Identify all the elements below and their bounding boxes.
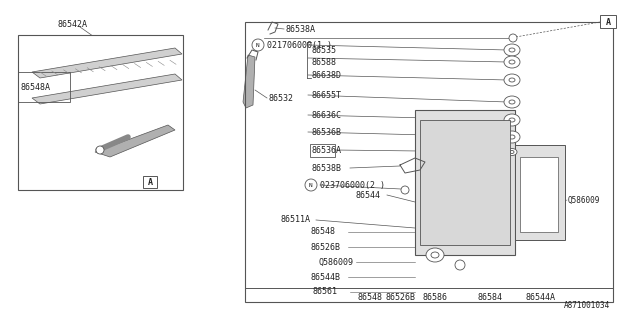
Ellipse shape bbox=[504, 74, 520, 86]
Bar bbox=[18, 35, 183, 190]
Text: 86532: 86532 bbox=[268, 93, 293, 102]
Circle shape bbox=[455, 260, 465, 270]
Text: 86544A: 86544A bbox=[525, 293, 555, 302]
Circle shape bbox=[252, 39, 264, 51]
Text: 86638D: 86638D bbox=[311, 70, 341, 79]
Text: 86548: 86548 bbox=[310, 228, 335, 236]
Ellipse shape bbox=[509, 135, 515, 139]
Text: N: N bbox=[255, 43, 259, 47]
Text: Q586009: Q586009 bbox=[318, 258, 353, 267]
Text: 86526B: 86526B bbox=[310, 243, 340, 252]
Text: 86511A: 86511A bbox=[280, 215, 310, 225]
Text: 86584: 86584 bbox=[477, 293, 502, 302]
Bar bbox=[415, 110, 515, 255]
Polygon shape bbox=[32, 74, 182, 104]
Circle shape bbox=[96, 146, 104, 154]
Text: Q586009: Q586009 bbox=[568, 196, 600, 204]
Circle shape bbox=[509, 34, 517, 42]
Bar bbox=[600, 15, 616, 28]
Bar bbox=[143, 176, 157, 188]
Bar bbox=[517, 145, 535, 158]
Ellipse shape bbox=[426, 248, 444, 262]
Text: 023706000(2 ): 023706000(2 ) bbox=[320, 180, 385, 189]
Text: 86561: 86561 bbox=[312, 287, 337, 297]
Bar bbox=[18, 72, 70, 102]
Ellipse shape bbox=[509, 78, 515, 82]
Text: 86526B: 86526B bbox=[385, 293, 415, 302]
Text: 86544: 86544 bbox=[355, 190, 380, 199]
Ellipse shape bbox=[509, 60, 515, 64]
Ellipse shape bbox=[507, 148, 517, 156]
Ellipse shape bbox=[504, 114, 520, 126]
Circle shape bbox=[401, 186, 409, 194]
Text: 86636C: 86636C bbox=[311, 110, 341, 119]
Ellipse shape bbox=[504, 56, 520, 68]
Text: A: A bbox=[605, 18, 611, 27]
Ellipse shape bbox=[431, 252, 439, 258]
Text: 86548A: 86548A bbox=[20, 83, 50, 92]
Text: A871001034: A871001034 bbox=[564, 301, 610, 310]
Text: 86655T: 86655T bbox=[311, 91, 341, 100]
Text: A: A bbox=[147, 178, 152, 187]
Ellipse shape bbox=[510, 150, 514, 154]
Text: 86536B: 86536B bbox=[311, 127, 341, 137]
Ellipse shape bbox=[504, 96, 520, 108]
Ellipse shape bbox=[504, 131, 520, 143]
Text: 86535: 86535 bbox=[311, 45, 336, 54]
Ellipse shape bbox=[504, 44, 520, 56]
Bar bbox=[310, 144, 335, 157]
Text: N: N bbox=[308, 182, 312, 188]
Text: 86544B: 86544B bbox=[310, 273, 340, 282]
Bar bbox=[515, 145, 565, 240]
Text: 86538A: 86538A bbox=[285, 25, 315, 34]
Bar bbox=[245, 22, 613, 302]
Text: 86538B: 86538B bbox=[311, 164, 341, 172]
Text: 86536A: 86536A bbox=[311, 146, 341, 155]
Ellipse shape bbox=[509, 48, 515, 52]
Ellipse shape bbox=[509, 118, 515, 122]
Ellipse shape bbox=[509, 100, 515, 104]
Text: 021706000(1 ): 021706000(1 ) bbox=[267, 41, 332, 50]
Circle shape bbox=[305, 179, 317, 191]
Text: 86548: 86548 bbox=[358, 293, 383, 302]
Polygon shape bbox=[243, 55, 255, 108]
Text: 86586: 86586 bbox=[422, 293, 447, 302]
Bar bbox=[520, 157, 558, 232]
Text: 86542A: 86542A bbox=[57, 20, 87, 28]
Polygon shape bbox=[32, 48, 182, 78]
Bar bbox=[420, 120, 510, 245]
Polygon shape bbox=[95, 125, 175, 157]
Text: 86588: 86588 bbox=[311, 58, 336, 67]
